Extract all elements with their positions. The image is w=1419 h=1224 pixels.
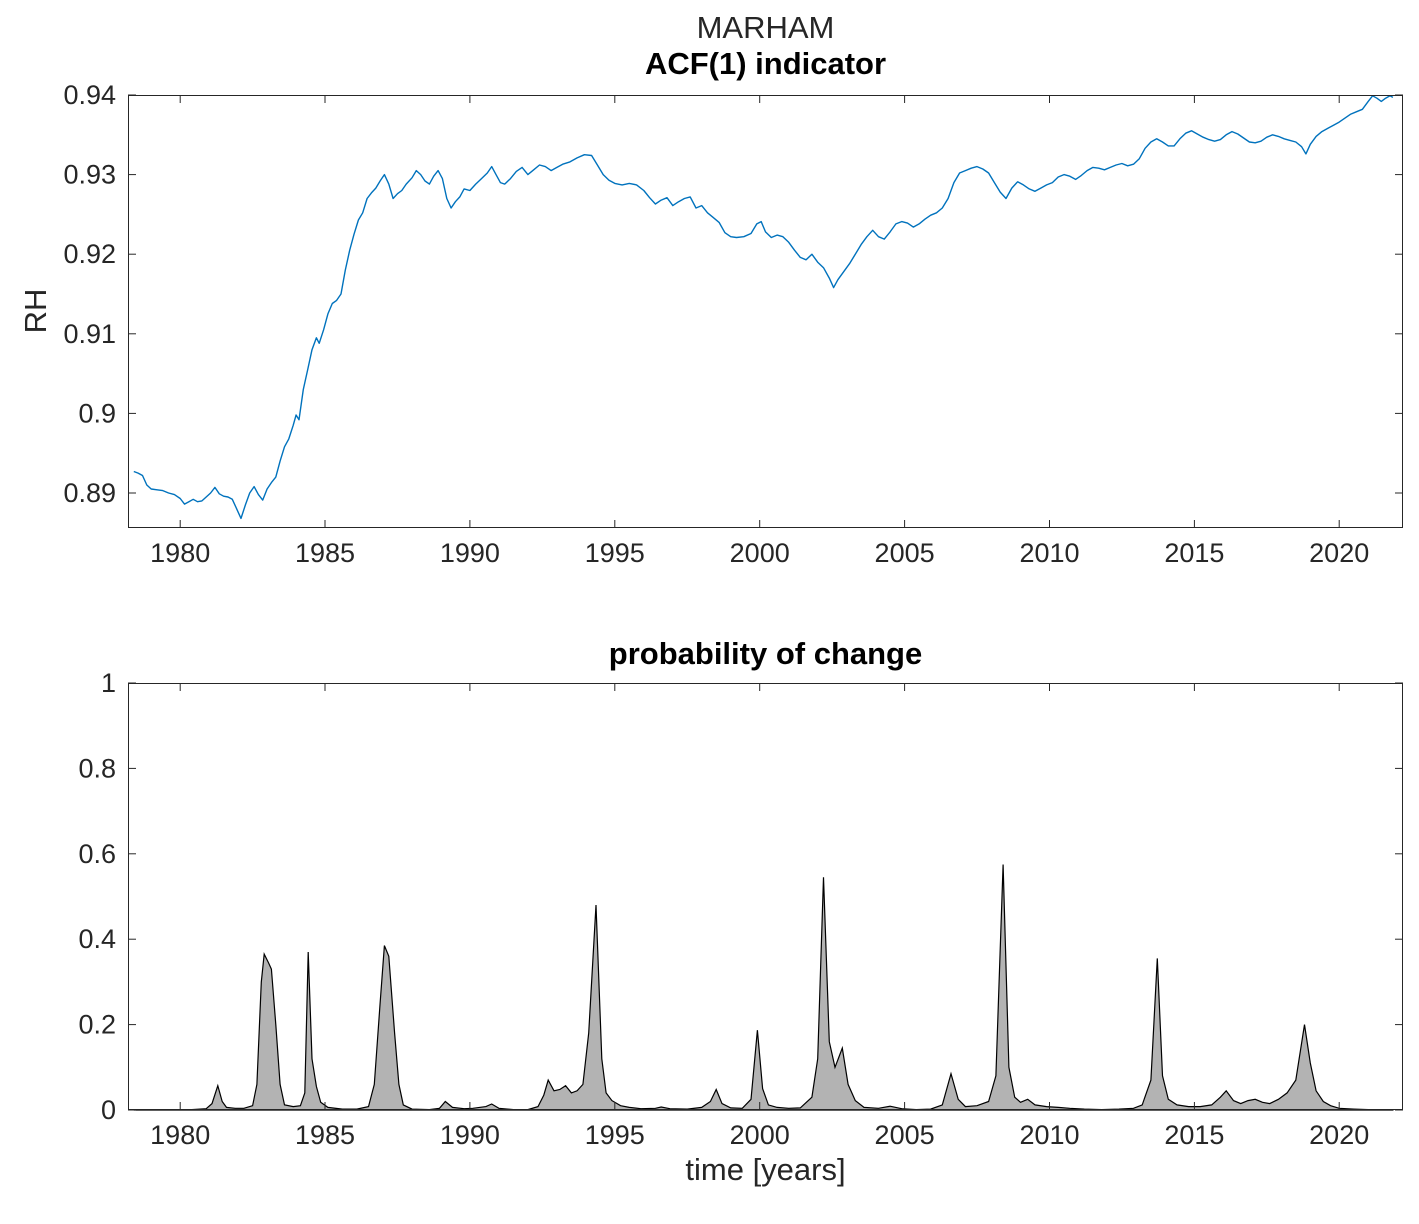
y-tick-label: 0.93 (63, 160, 116, 190)
acf-line-chart: 1980 1985 1990 1995 2000 2005 2010 2015 2020 0.89… (63, 80, 1403, 568)
rh-line-series (133, 95, 1394, 520)
y-tick-label: 0 (101, 1095, 116, 1125)
x-tick-label: 2020 (1309, 538, 1369, 568)
y-tick-label: 1 (101, 668, 116, 698)
acf-chart-title: ACF(1) indicator (644, 46, 887, 81)
x-tick-label: 2010 (1019, 538, 1079, 568)
probability-area-series (133, 864, 1394, 1111)
y-tick-label: 0.9 (78, 398, 116, 428)
x-tick-label: 2015 (1164, 538, 1224, 568)
axes-box (128, 683, 1403, 1110)
y-tick-label: 0.92 (63, 239, 116, 269)
probability-area-chart: 1980 1985 1990 1995 2000 2005 2010 2015 2020 0 0.2… (78, 668, 1403, 1150)
x-tick-label: 2000 (730, 1120, 790, 1150)
x-tick-label: 1985 (295, 538, 355, 568)
x-tick-label: 2005 (875, 1120, 935, 1150)
x-tick-label: 1990 (440, 538, 500, 568)
x-tick-label: 1995 (585, 538, 645, 568)
x-tick-label: 1980 (150, 1120, 210, 1150)
x-tick-label: 1980 (150, 538, 210, 568)
y-tick-label: 0.4 (78, 924, 116, 954)
y-tick-label: 0.91 (63, 319, 116, 349)
time-x-axis-label: time [years] (685, 1152, 846, 1187)
x-tick-label: 1995 (585, 1120, 645, 1150)
x-tick-label: 2020 (1309, 1120, 1369, 1150)
figure-suptitle: MARHAM (696, 10, 835, 45)
x-tick-label: 1990 (440, 1120, 500, 1150)
x-tick-label: 2005 (875, 538, 935, 568)
x-tick-label: 2000 (730, 538, 790, 568)
axes-box (128, 95, 1403, 528)
y-tick-label: 0.2 (78, 1010, 116, 1040)
y-tick-label: 0.6 (78, 839, 116, 869)
probability-chart-title: probability of change (608, 636, 923, 671)
rh-y-axis-label: RH (18, 288, 53, 334)
x-tick-label: 2010 (1019, 1120, 1079, 1150)
y-tick-label: 0.94 (63, 80, 116, 110)
y-tick-label: 0.8 (78, 753, 116, 783)
x-tick-label: 1985 (295, 1120, 355, 1150)
y-tick-label: 0.89 (63, 478, 116, 508)
x-tick-label: 2015 (1164, 1120, 1224, 1150)
